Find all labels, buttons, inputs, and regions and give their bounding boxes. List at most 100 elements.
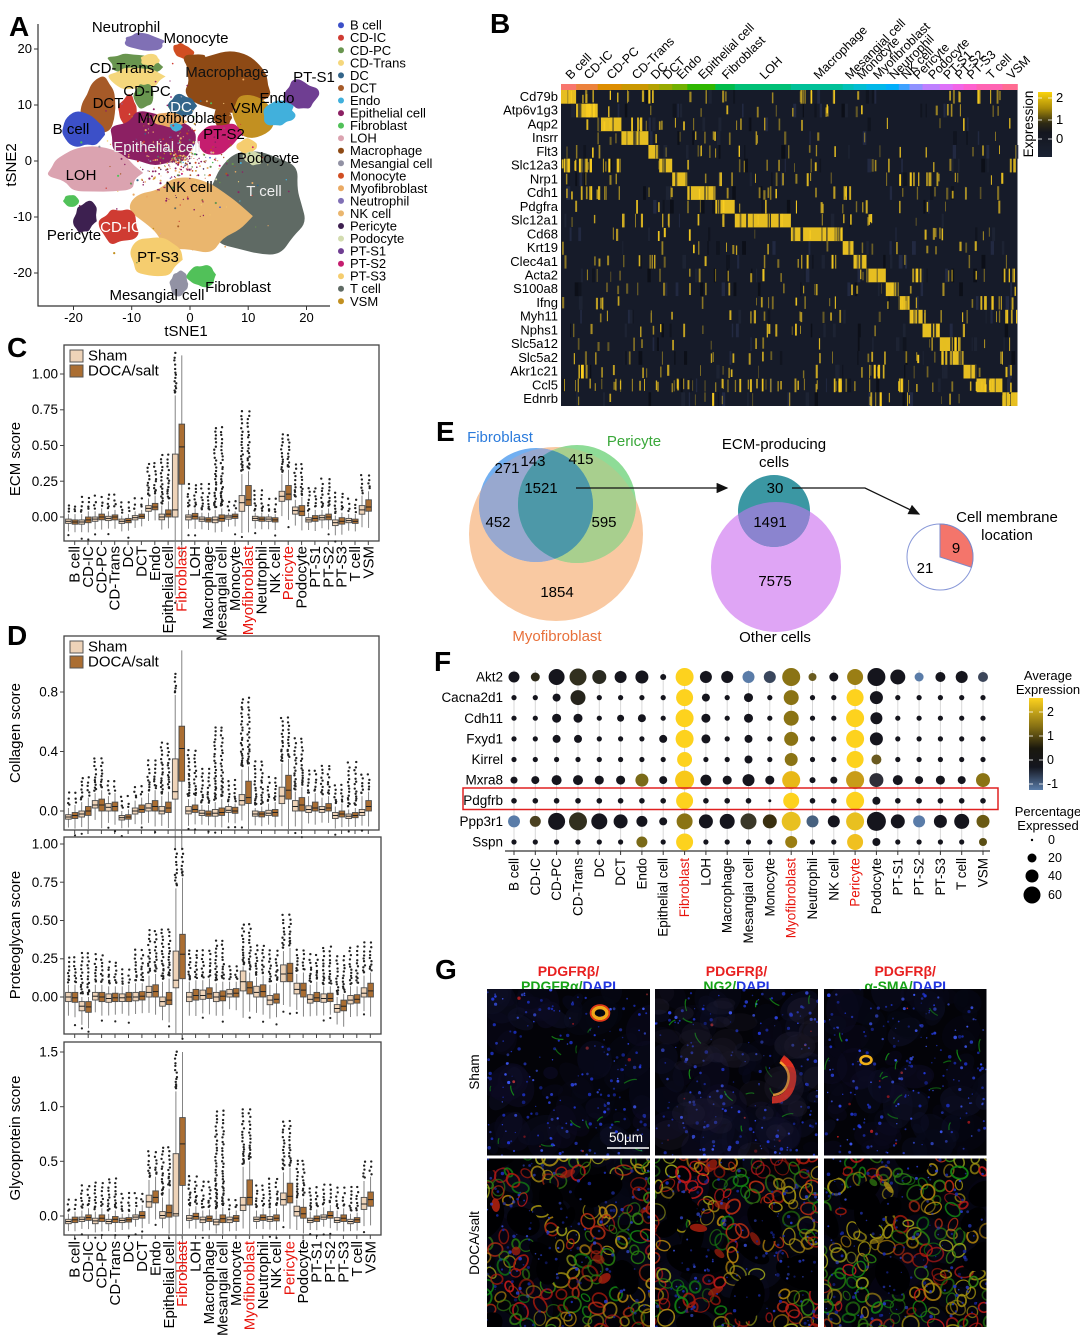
svg-text:452: 452 <box>485 514 510 531</box>
svg-text:Endo: Endo <box>147 1241 164 1276</box>
svg-text:1.5: 1.5 <box>39 1045 58 1060</box>
svg-text:Macrophage: Macrophage <box>350 143 422 158</box>
svg-text:Glycoprotein score: Glycoprotein score <box>7 1075 24 1200</box>
svg-text:DOCA/salt: DOCA/salt <box>88 654 160 671</box>
svg-text:0.50: 0.50 <box>32 438 58 453</box>
svg-text:LOH: LOH <box>698 858 713 886</box>
svg-text:Sham: Sham <box>88 348 127 365</box>
svg-text:NK cell: NK cell <box>268 1241 285 1289</box>
svg-text:Cdh11: Cdh11 <box>464 711 503 726</box>
svg-text:PT-S2: PT-S2 <box>320 546 337 588</box>
svg-text:ECM score: ECM score <box>7 422 24 496</box>
svg-text:-10: -10 <box>122 310 141 325</box>
svg-text:B: B <box>490 8 510 39</box>
svg-text:VSM: VSM <box>362 1241 379 1274</box>
svg-text:Neutrophil: Neutrophil <box>805 858 820 920</box>
svg-text:PT-S3: PT-S3 <box>137 249 179 266</box>
svg-text:0: 0 <box>25 153 32 168</box>
svg-text:Epithelial cell: Epithelial cell <box>350 106 426 121</box>
svg-text:0.25: 0.25 <box>32 951 58 966</box>
svg-text:T cell: T cell <box>349 1241 366 1277</box>
svg-text:Mesangial cell: Mesangial cell <box>214 546 231 641</box>
svg-text:Myofibroblast: Myofibroblast <box>240 545 257 635</box>
svg-text:ECM-producing: ECM-producing <box>722 436 826 453</box>
svg-text:Myofibroblast: Myofibroblast <box>350 181 428 196</box>
svg-text:CD-PC: CD-PC <box>123 83 171 100</box>
svg-text:Kirrel: Kirrel <box>471 752 503 767</box>
svg-text:Collagen score: Collagen score <box>7 683 24 783</box>
svg-text:Mesangial cell: Mesangial cell <box>350 156 432 171</box>
svg-text:Fibroblast: Fibroblast <box>174 545 191 612</box>
svg-text:PDGFRβ/: PDGFRβ/ <box>874 963 936 979</box>
svg-text:DC: DC <box>121 1241 138 1263</box>
svg-text:Cd79b: Cd79b <box>520 89 558 104</box>
svg-text:0.4: 0.4 <box>39 744 58 759</box>
svg-text:Pericyte: Pericyte <box>607 433 661 450</box>
svg-text:9: 9 <box>952 540 960 557</box>
svg-text:Endo: Endo <box>259 90 294 107</box>
svg-text:Fibroblast: Fibroblast <box>174 1240 191 1307</box>
svg-text:Cdh1: Cdh1 <box>527 185 558 200</box>
svg-text:0.00: 0.00 <box>32 510 58 525</box>
svg-text:10: 10 <box>241 310 255 325</box>
svg-text:D: D <box>7 620 27 651</box>
svg-text:Slc12a3: Slc12a3 <box>511 158 558 173</box>
svg-text:20: 20 <box>299 310 313 325</box>
svg-text:Insrr: Insrr <box>532 130 559 145</box>
svg-text:Fxyd1: Fxyd1 <box>466 731 503 746</box>
svg-text:C: C <box>7 332 27 363</box>
svg-text:-10: -10 <box>13 209 32 224</box>
svg-text:LOH: LOH <box>66 167 97 184</box>
svg-text:CD-Trans: CD-Trans <box>107 1241 124 1305</box>
svg-text:PT-S2: PT-S2 <box>912 858 927 896</box>
svg-text:0.25: 0.25 <box>32 474 58 489</box>
svg-text:DC: DC <box>170 99 192 116</box>
svg-text:0.8: 0.8 <box>39 685 58 700</box>
svg-text:Ifng: Ifng <box>536 295 558 310</box>
svg-text:CD-IC: CD-IC <box>528 858 543 896</box>
svg-text:0: 0 <box>186 310 193 325</box>
svg-text:Monocyte: Monocyte <box>350 168 406 183</box>
svg-text:1521: 1521 <box>524 480 557 497</box>
svg-text:-20: -20 <box>64 310 83 325</box>
svg-text:NK cell: NK cell <box>165 179 213 196</box>
svg-text:Fibroblast: Fibroblast <box>677 858 692 918</box>
svg-text:Neutrophil: Neutrophil <box>255 1241 272 1309</box>
svg-text:LOH: LOH <box>187 546 204 577</box>
svg-text:A: A <box>9 11 29 42</box>
svg-text:CD-Trans: CD-Trans <box>350 55 406 70</box>
svg-text:0: 0 <box>1048 833 1055 847</box>
svg-text:Endo: Endo <box>634 858 649 890</box>
svg-text:1.0: 1.0 <box>39 1099 58 1114</box>
svg-text:Cd68: Cd68 <box>527 226 558 241</box>
svg-text:1: 1 <box>1047 729 1054 743</box>
svg-text:Podocyte: Podocyte <box>350 231 404 246</box>
svg-text:CD-IC: CD-IC <box>100 219 142 236</box>
svg-text:Average: Average <box>1024 668 1072 683</box>
svg-text:Fibroblast: Fibroblast <box>205 279 272 296</box>
svg-text:Nrp1: Nrp1 <box>530 171 558 186</box>
svg-text:0: 0 <box>1047 753 1054 767</box>
svg-text:Akt2: Akt2 <box>476 670 503 685</box>
svg-text:VSM: VSM <box>976 858 991 887</box>
svg-text:Clec4a1: Clec4a1 <box>510 254 558 269</box>
svg-text:NK cell: NK cell <box>826 858 841 901</box>
svg-text:Pdgfrb: Pdgfrb <box>463 793 503 808</box>
svg-text:Expression: Expression <box>1016 682 1080 697</box>
svg-text:Neutrophil: Neutrophil <box>350 193 409 208</box>
svg-text:T cell: T cell <box>347 546 364 582</box>
svg-text:Ednrb: Ednrb <box>523 391 558 406</box>
svg-text:10: 10 <box>18 97 32 112</box>
svg-text:-20: -20 <box>13 265 32 280</box>
svg-text:40: 40 <box>1048 869 1062 883</box>
svg-text:Flt3: Flt3 <box>536 144 558 159</box>
svg-text:Atp6v1g3: Atp6v1g3 <box>503 103 558 118</box>
svg-text:Macrophage: Macrophage <box>720 858 735 933</box>
svg-text:PT-S3: PT-S3 <box>335 1241 352 1283</box>
svg-text:DC: DC <box>592 858 607 878</box>
svg-text:2: 2 <box>1056 90 1063 105</box>
svg-text:Neutrophil: Neutrophil <box>254 546 271 614</box>
svg-text:CD-PC: CD-PC <box>94 1241 111 1289</box>
svg-text:50µm: 50µm <box>609 1130 643 1145</box>
svg-text:Endo: Endo <box>350 93 380 108</box>
